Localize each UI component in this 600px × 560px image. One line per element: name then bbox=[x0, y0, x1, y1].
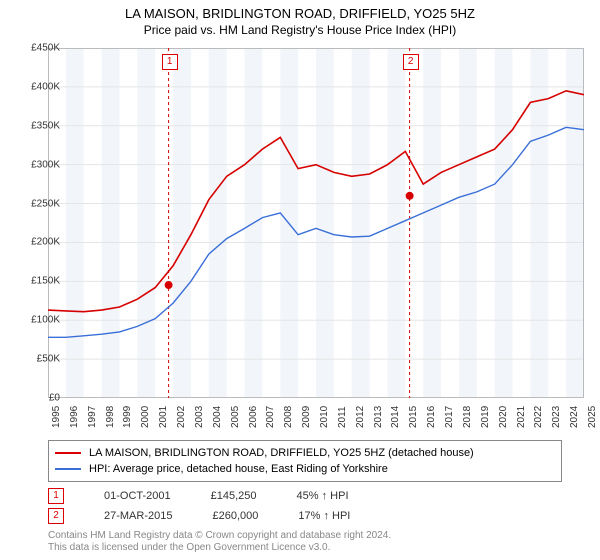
chart-container: LA MAISON, BRIDLINGTON ROAD, DRIFFIELD, … bbox=[0, 0, 600, 560]
x-tick-label: 2004 bbox=[212, 406, 223, 428]
y-tick-label: £250K bbox=[20, 198, 60, 209]
x-tick-label: 2007 bbox=[265, 406, 276, 428]
x-tick-label: 2022 bbox=[533, 406, 544, 428]
x-tick-label: 2006 bbox=[248, 406, 259, 428]
y-tick-label: £100K bbox=[20, 315, 60, 326]
sale-date: 01-OCT-2001 bbox=[104, 486, 171, 506]
y-tick-label: £450K bbox=[20, 43, 60, 54]
y-tick-label: £350K bbox=[20, 120, 60, 131]
x-tick-label: 2012 bbox=[355, 406, 366, 428]
x-tick-label: 1995 bbox=[51, 406, 62, 428]
x-tick-label: 2017 bbox=[444, 406, 455, 428]
x-tick-label: 2005 bbox=[230, 406, 241, 428]
x-tick-label: 1996 bbox=[69, 406, 80, 428]
x-tick-label: 1998 bbox=[105, 406, 116, 428]
x-tick-label: 2018 bbox=[462, 406, 473, 428]
x-tick-label: 2010 bbox=[319, 406, 330, 428]
legend-swatch bbox=[55, 452, 81, 454]
x-tick-label: 2025 bbox=[587, 406, 598, 428]
legend-label: HPI: Average price, detached house, East… bbox=[89, 461, 388, 477]
sale-records: 1 01-OCT-2001 £145,250 45% ↑ HPI 2 27-MA… bbox=[48, 486, 350, 526]
sale-marker: 1 bbox=[48, 488, 64, 504]
x-tick-label: 2002 bbox=[176, 406, 187, 428]
line-chart bbox=[48, 48, 584, 398]
sale-price: £145,250 bbox=[211, 486, 257, 506]
x-tick-label: 2020 bbox=[498, 406, 509, 428]
sale-delta: 17% ↑ HPI bbox=[298, 506, 350, 526]
x-tick-label: 2023 bbox=[551, 406, 562, 428]
legend: LA MAISON, BRIDLINGTON ROAD, DRIFFIELD, … bbox=[48, 440, 562, 482]
y-tick-label: £400K bbox=[20, 81, 60, 92]
footer: Contains HM Land Registry data © Crown c… bbox=[48, 530, 391, 554]
x-tick-label: 2001 bbox=[158, 406, 169, 428]
x-tick-label: 2015 bbox=[408, 406, 419, 428]
x-tick-label: 2016 bbox=[426, 406, 437, 428]
sale-date: 27-MAR-2015 bbox=[104, 506, 172, 526]
title-subtitle: Price paid vs. HM Land Registry's House … bbox=[0, 23, 600, 37]
footer-copyright: Contains HM Land Registry data © Crown c… bbox=[48, 530, 391, 542]
y-tick-label: £0 bbox=[20, 393, 60, 404]
sale-row: 1 01-OCT-2001 £145,250 45% ↑ HPI bbox=[48, 486, 350, 506]
y-tick-label: £300K bbox=[20, 159, 60, 170]
x-tick-label: 2014 bbox=[390, 406, 401, 428]
x-tick-label: 1997 bbox=[87, 406, 98, 428]
legend-swatch bbox=[55, 468, 81, 470]
x-tick-label: 2021 bbox=[516, 406, 527, 428]
y-tick-label: £150K bbox=[20, 276, 60, 287]
x-tick-label: 2011 bbox=[337, 406, 348, 428]
legend-label: LA MAISON, BRIDLINGTON ROAD, DRIFFIELD, … bbox=[89, 445, 474, 461]
callout-number: 1 bbox=[162, 54, 178, 70]
x-tick-label: 2013 bbox=[373, 406, 384, 428]
x-tick-label: 1999 bbox=[122, 406, 133, 428]
title-address: LA MAISON, BRIDLINGTON ROAD, DRIFFIELD, … bbox=[0, 6, 600, 21]
chart-area bbox=[48, 48, 584, 398]
x-tick-label: 2019 bbox=[480, 406, 491, 428]
sale-marker: 2 bbox=[48, 508, 64, 524]
x-tick-label: 2000 bbox=[140, 406, 151, 428]
x-tick-label: 2008 bbox=[283, 406, 294, 428]
y-tick-label: £50K bbox=[20, 354, 60, 365]
sale-price: £260,000 bbox=[212, 506, 258, 526]
x-tick-label: 2024 bbox=[569, 406, 580, 428]
y-tick-label: £200K bbox=[20, 237, 60, 248]
x-tick-label: 2009 bbox=[301, 406, 312, 428]
x-tick-label: 2003 bbox=[194, 406, 205, 428]
legend-item: HPI: Average price, detached house, East… bbox=[55, 461, 555, 477]
title-block: LA MAISON, BRIDLINGTON ROAD, DRIFFIELD, … bbox=[0, 0, 600, 37]
sale-delta: 45% ↑ HPI bbox=[297, 486, 349, 506]
callout-number: 2 bbox=[403, 54, 419, 70]
legend-item: LA MAISON, BRIDLINGTON ROAD, DRIFFIELD, … bbox=[55, 445, 555, 461]
footer-licence: This data is licensed under the Open Gov… bbox=[48, 542, 391, 554]
sale-row: 2 27-MAR-2015 £260,000 17% ↑ HPI bbox=[48, 506, 350, 526]
